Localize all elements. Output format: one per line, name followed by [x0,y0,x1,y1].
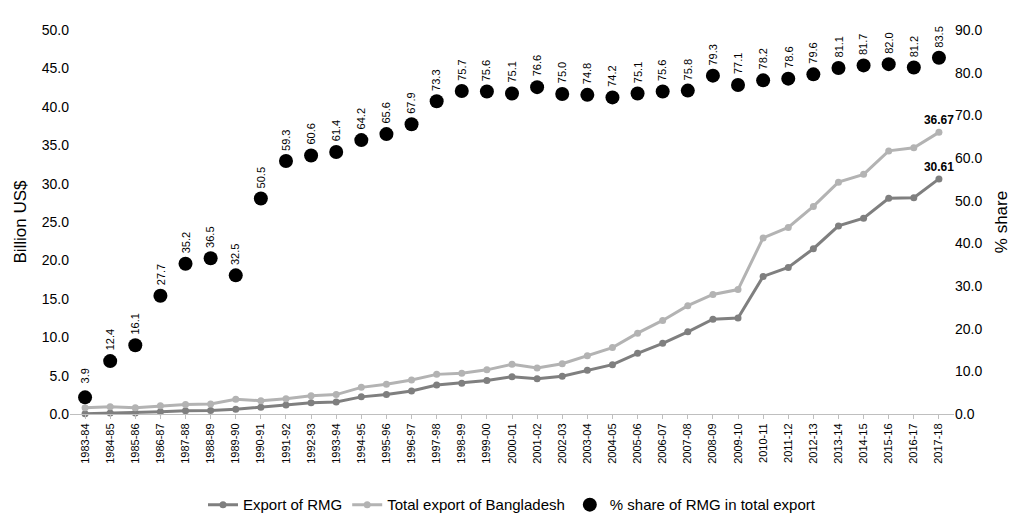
svg-text:30.0: 30.0 [955,278,982,294]
svg-text:1999-00: 1999-00 [480,423,492,463]
svg-text:2009-10: 2009-10 [732,423,744,463]
svg-text:79.3: 79.3 [707,44,719,65]
svg-text:15.0: 15.0 [42,291,69,307]
svg-text:Export of RMG: Export of RMG [243,496,342,513]
svg-text:1992-93: 1992-93 [305,423,317,463]
svg-text:79.6: 79.6 [807,42,819,63]
svg-text:2011-12: 2011-12 [782,423,794,463]
svg-text:2002-03: 2002-03 [556,423,568,463]
svg-text:75.1: 75.1 [506,61,518,82]
svg-text:36.67: 36.67 [924,113,954,127]
svg-text:75.6: 75.6 [480,60,492,81]
svg-text:2006-07: 2006-07 [656,423,668,463]
svg-text:% share of RMG in total export: % share of RMG in total export [610,496,816,513]
svg-text:50.5: 50.5 [255,167,267,188]
svg-text:Billion US$: Billion US$ [11,180,30,264]
svg-text:61.4: 61.4 [330,120,342,141]
svg-text:45.0: 45.0 [42,60,69,76]
svg-text:80.0: 80.0 [955,65,982,81]
svg-text:2003-04: 2003-04 [581,423,593,463]
svg-text:3.9: 3.9 [79,368,91,383]
svg-text:65.6: 65.6 [380,102,392,123]
svg-text:83.5: 83.5 [933,26,945,47]
svg-text:81.1: 81.1 [833,36,845,57]
svg-text:77.1: 77.1 [732,53,744,74]
svg-text:50.0: 50.0 [955,193,982,209]
svg-text:74.8: 74.8 [581,63,593,84]
svg-text:2000-01: 2000-01 [506,423,518,463]
svg-text:78.6: 78.6 [783,46,795,67]
svg-text:1989-90: 1989-90 [229,423,241,463]
svg-text:0.0: 0.0 [955,406,975,422]
svg-text:2001-02: 2001-02 [531,423,543,463]
svg-text:2016-17: 2016-17 [907,423,919,463]
svg-text:75.6: 75.6 [656,60,668,81]
svg-text:30.61: 30.61 [924,160,954,174]
svg-text:1998-99: 1998-99 [455,423,467,463]
svg-text:1995-96: 1995-96 [380,423,392,463]
svg-text:81.2: 81.2 [908,36,920,57]
svg-text:1986-87: 1986-87 [154,423,166,463]
svg-text:1994-95: 1994-95 [355,423,367,463]
svg-text:74.2: 74.2 [606,65,618,86]
svg-text:2015-16: 2015-16 [882,423,894,463]
svg-text:1985-86: 1985-86 [129,423,141,463]
svg-text:76.6: 76.6 [531,55,543,76]
svg-text:10.0: 10.0 [42,329,69,345]
svg-text:70.0: 70.0 [955,107,982,123]
svg-text:27.7: 27.7 [155,264,167,285]
svg-text:50.0: 50.0 [42,22,69,38]
svg-text:2010-11: 2010-11 [757,423,769,463]
svg-text:35.0: 35.0 [42,137,69,153]
svg-text:20.0: 20.0 [42,252,69,268]
svg-text:2004-05: 2004-05 [606,423,618,463]
svg-text:Total export of Bangladesh: Total export of Bangladesh [387,496,565,513]
svg-text:36.5: 36.5 [204,226,216,247]
svg-text:1993-94: 1993-94 [330,423,342,463]
svg-text:2005-06: 2005-06 [631,423,643,463]
svg-text:1990-91: 1990-91 [254,423,266,463]
svg-text:0.0: 0.0 [50,406,70,422]
svg-text:12.4: 12.4 [104,329,116,350]
svg-text:2012-13: 2012-13 [807,423,819,463]
svg-text:32.5: 32.5 [229,244,241,265]
svg-text:25.0: 25.0 [42,214,69,230]
svg-text:% share: % share [992,191,1011,253]
svg-text:75.1: 75.1 [632,62,644,83]
svg-text:78.2: 78.2 [757,48,769,69]
svg-text:75.0: 75.0 [556,62,568,83]
svg-text:75.8: 75.8 [682,59,694,80]
svg-text:2013-14: 2013-14 [832,423,844,463]
svg-text:16.1: 16.1 [129,313,141,334]
svg-text:1983-84: 1983-84 [79,423,91,463]
svg-text:2008-09: 2008-09 [706,423,718,463]
svg-text:75.7: 75.7 [456,59,468,80]
svg-text:30.0: 30.0 [42,176,69,192]
svg-text:2007-08: 2007-08 [681,423,693,463]
svg-text:5.0: 5.0 [50,368,70,384]
svg-text:67.9: 67.9 [405,92,417,113]
svg-text:1988-89: 1988-89 [204,423,216,463]
svg-text:2014-15: 2014-15 [857,423,869,463]
svg-text:73.3: 73.3 [430,69,442,90]
svg-text:60.0: 60.0 [955,150,982,166]
svg-text:40.0: 40.0 [42,99,69,115]
svg-text:1997-98: 1997-98 [430,423,442,463]
svg-text:82.0: 82.0 [883,32,895,53]
svg-text:1984-85: 1984-85 [104,423,116,463]
svg-text:90.0: 90.0 [955,22,982,38]
svg-text:40.0: 40.0 [955,235,982,251]
svg-text:20.0: 20.0 [955,321,982,337]
svg-text:59.3: 59.3 [280,130,292,151]
svg-text:35.2: 35.2 [180,232,192,253]
svg-text:1991-92: 1991-92 [280,423,292,463]
svg-text:2017-18: 2017-18 [933,423,945,463]
svg-text:1987-88: 1987-88 [179,423,191,463]
svg-text:64.2: 64.2 [355,108,367,129]
svg-text:1996-97: 1996-97 [405,423,417,463]
svg-text:60.6: 60.6 [305,123,317,144]
svg-text:10.0: 10.0 [955,363,982,379]
svg-text:81.7: 81.7 [857,34,869,55]
